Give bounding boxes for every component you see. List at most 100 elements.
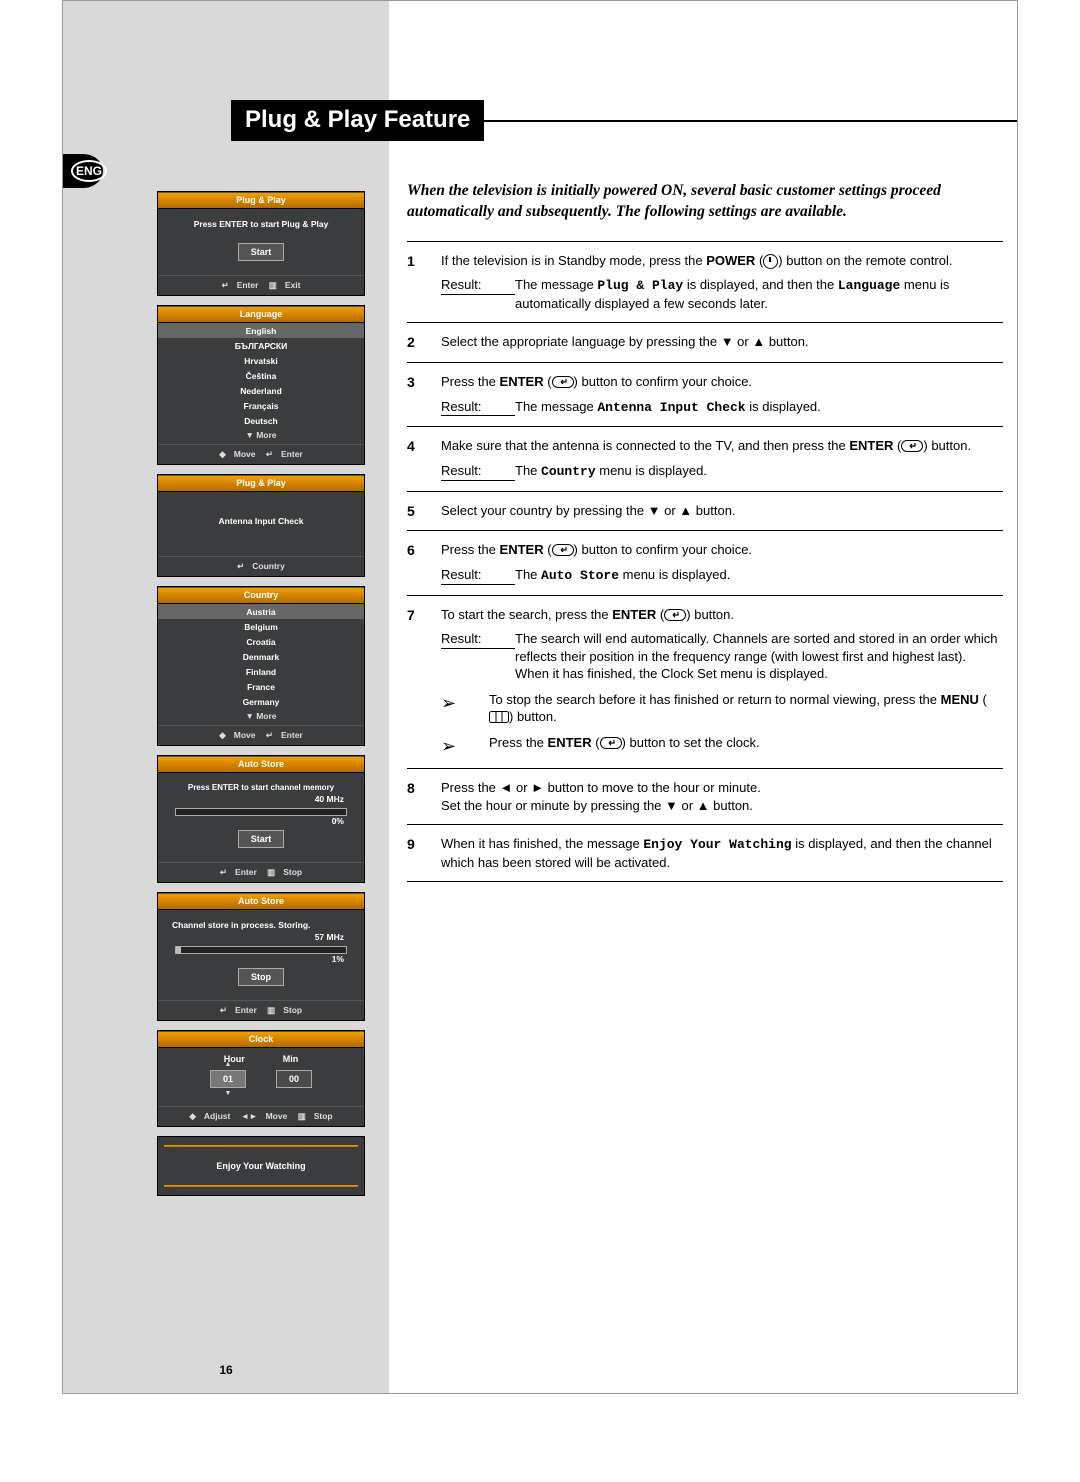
menu-icon: ▥ [267, 1005, 275, 1015]
result-label: Result: [441, 462, 515, 481]
screen-antenna-check: Plug & Play Antenna Input Check ↵Country [157, 474, 365, 577]
enter-icon [600, 737, 622, 749]
step-1: 1 If the television is in Standby mode, … [407, 242, 1003, 323]
screen-message: Press ENTER to start Plug & Play [162, 219, 360, 229]
page-number: 16 [63, 1363, 389, 1377]
min-label: Min [283, 1054, 299, 1064]
screen-auto-store-start: Auto Store Press ENTER to start channel … [157, 755, 365, 883]
step-number: 9 [407, 835, 441, 871]
step-9: 9 When it has finished, the message Enjo… [407, 825, 1003, 881]
screen-message: Channel store in process. Storing. [162, 920, 360, 930]
list-item[interactable]: France [158, 679, 364, 694]
screen-footer: ◆Move ↵Enter [158, 444, 364, 464]
enter-icon: ↵ [220, 1005, 227, 1015]
screen-country: Country Austria Belgium Croatia Denmark … [157, 586, 365, 746]
list-item[interactable]: Croatia [158, 634, 364, 649]
screen-clock: Clock Hour Min 01 00 ◆Adjust ◄►Move ▥Sto… [157, 1030, 365, 1127]
screen-auto-store-progress: Auto Store Channel store in process. Sto… [157, 892, 365, 1021]
screen-footer: ◆Move ↵Enter [158, 725, 364, 745]
list-item[interactable]: Denmark [158, 649, 364, 664]
screen-footer: ↵Enter ▥Stop [158, 862, 364, 882]
list-item[interactable]: Belgium [158, 619, 364, 634]
screen-enjoy: Enjoy Your Watching [157, 1136, 365, 1196]
freq-value: 57 MHz [162, 932, 360, 942]
enter-icon: ↵ [237, 561, 244, 571]
enter-icon: ↵ [266, 449, 273, 459]
decorative-rule [164, 1145, 358, 1147]
result-label: Result: [441, 566, 515, 585]
list-item[interactable]: English [158, 323, 364, 338]
step-number: 3 [407, 373, 441, 416]
list-item[interactable]: Čeština [158, 368, 364, 383]
enter-icon: ↵ [266, 730, 273, 740]
percent-value: 0% [162, 816, 360, 826]
screen-plug-and-play: Plug & Play Press ENTER to start Plug & … [157, 191, 365, 296]
language-list: English БЪЛГАРСКИ Hrvatski Čeština Neder… [158, 323, 364, 444]
list-item[interactable]: Austria [158, 604, 364, 619]
step-8: 8 Press the ◄ or ► button to move to the… [407, 769, 1003, 824]
more-label: ▼ More [158, 428, 364, 444]
screen-header: Country [158, 587, 364, 604]
updown-icon: ◆ [189, 1111, 196, 1121]
screen-footer: ◆Adjust ◄►Move ▥Stop [158, 1106, 364, 1126]
more-label: ▼ More [158, 709, 364, 725]
country-list: Austria Belgium Croatia Denmark Finland … [158, 604, 364, 725]
intro-text: When the television is initially powered… [407, 181, 1003, 223]
list-item[interactable]: Deutsch [158, 413, 364, 428]
percent-value: 1% [162, 954, 360, 964]
list-item[interactable]: Nederland [158, 383, 364, 398]
progress-bar [175, 808, 347, 816]
enter-icon [552, 544, 574, 556]
step-number: 4 [407, 437, 441, 480]
result-label: Result: [441, 398, 515, 417]
list-item[interactable]: Français [158, 398, 364, 413]
step-3: 3 Press the ENTER () button to confirm y… [407, 363, 1003, 426]
screen-header: Language [158, 306, 364, 323]
screen-header: Clock [158, 1031, 364, 1048]
menu-icon [489, 711, 509, 723]
step-2: 2 Select the appropriate language by pre… [407, 323, 1003, 362]
list-item[interactable]: БЪЛГАРСКИ [158, 338, 364, 353]
steps-list: 1 If the television is in Standby mode, … [407, 241, 1003, 882]
screen-footer: ↵Enter ▥Stop [158, 1000, 364, 1020]
screen-header: Plug & Play [158, 475, 364, 492]
enter-icon [901, 440, 923, 452]
arrow-bullet-icon: ➢ [441, 691, 489, 726]
screen-message: Press ENTER to start channel memory [162, 783, 360, 792]
step-number: 2 [407, 333, 441, 352]
min-value[interactable]: 00 [276, 1070, 312, 1088]
screen-header: Auto Store [158, 893, 364, 910]
step-number: 1 [407, 252, 441, 313]
screen-footer: ↵Enter ▥Exit [158, 275, 364, 295]
hour-value[interactable]: 01 [210, 1070, 246, 1088]
menu-icon: ▥ [269, 280, 277, 290]
progress-bar [175, 946, 347, 954]
result-label: Result: [441, 630, 515, 649]
power-icon [763, 254, 778, 269]
step-number: 7 [407, 606, 441, 759]
result-label: Result: [441, 276, 515, 295]
stop-button[interactable]: Stop [238, 968, 284, 986]
instructions-column: When the television is initially powered… [407, 181, 1003, 882]
menu-icon: ▥ [267, 867, 275, 877]
menu-icon: ▥ [298, 1111, 306, 1121]
tv-screens-column: Plug & Play Press ENTER to start Plug & … [157, 191, 365, 1205]
list-item[interactable]: Hrvatski [158, 353, 364, 368]
step-number: 5 [407, 502, 441, 521]
updown-icon: ◆ [219, 730, 226, 740]
arrow-bullet-icon: ➢ [441, 734, 489, 758]
list-item[interactable]: Finland [158, 664, 364, 679]
start-button[interactable]: Start [238, 243, 285, 261]
screen-footer: ↵Country [158, 556, 364, 576]
enter-icon [664, 609, 686, 621]
progress-fill [176, 947, 181, 953]
decorative-rule [164, 1185, 358, 1187]
start-button[interactable]: Start [238, 830, 285, 848]
enter-icon: ↵ [222, 280, 229, 290]
enter-icon [552, 376, 574, 388]
leftright-icon: ◄► [241, 1111, 258, 1121]
language-badge: ENG [63, 154, 103, 188]
title-rule [484, 120, 1017, 122]
list-item[interactable]: Germany [158, 694, 364, 709]
screen-language: Language English БЪЛГАРСКИ Hrvatski Češt… [157, 305, 365, 465]
